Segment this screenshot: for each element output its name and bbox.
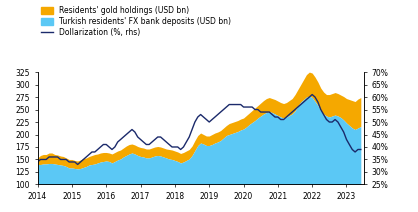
Legend: Residents' gold holdings (USD bn), Turkish residents' FX bank deposits (USD bn),: Residents' gold holdings (USD bn), Turki… bbox=[41, 6, 231, 37]
